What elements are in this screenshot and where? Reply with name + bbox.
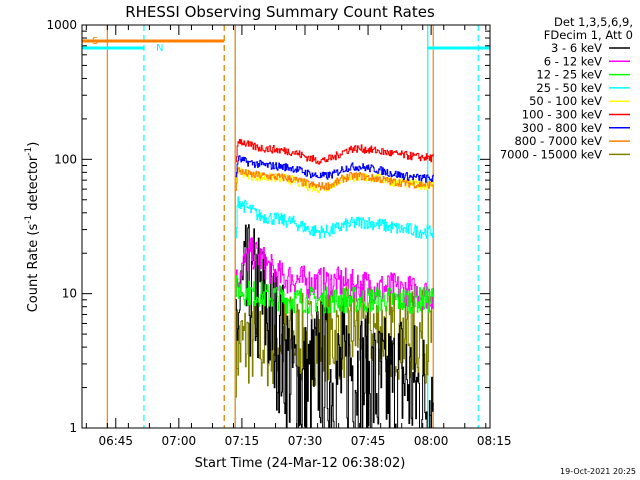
legend-label-6: 300 - 800 keV xyxy=(522,121,602,135)
legend-label-8: 7000 - 15000 keV xyxy=(500,147,602,161)
legend-label-0: 3 - 6 keV xyxy=(551,41,602,55)
observing-markers: SN xyxy=(82,25,490,428)
y-axis-label-sup1: -1 xyxy=(24,215,34,224)
legend-label-4: 50 - 100 keV xyxy=(529,94,602,108)
y-tick-label-3: 1000 xyxy=(46,18,77,32)
legend-label-7: 800 - 7000 keV xyxy=(514,134,602,148)
saa-label: S xyxy=(92,36,98,47)
series-50-100kev xyxy=(235,166,434,194)
y-axis-label-sup2: -1 xyxy=(24,147,34,156)
y-axis-label-part1: Count Rate (s xyxy=(26,224,41,313)
x-tick-label-2: 07:15 xyxy=(225,434,260,448)
y-axis-label-part3: ) xyxy=(26,142,41,147)
legend-label-2: 12 - 25 keV xyxy=(536,68,602,82)
series-25-50kev xyxy=(235,196,434,239)
legend-label-5: 100 - 300 keV xyxy=(522,108,602,122)
y-tick-label-0: 1 xyxy=(69,421,77,435)
night-label: N xyxy=(156,43,163,54)
legend-header-line-1: Det 1,3,5,6,9, xyxy=(554,15,633,29)
y-axis-label: Count Rate (s-1 detector-1) xyxy=(24,142,41,313)
series-800-7000kev xyxy=(235,167,434,191)
legend-label-3: 25 - 50 keV xyxy=(536,81,602,95)
series-12-25kev xyxy=(235,275,434,314)
y-axis-label-part2: detector xyxy=(26,155,41,215)
series-layer xyxy=(235,138,434,429)
series-3-6kev xyxy=(235,224,434,429)
series-300-800kev xyxy=(235,155,434,183)
legend-header-line-2: FDecim 1, Att 0 xyxy=(544,28,633,42)
x-tick-label-0: 06:45 xyxy=(98,434,133,448)
series-6-12kev xyxy=(235,237,434,310)
x-tick-label-3: 07:30 xyxy=(288,434,323,448)
plot-frame xyxy=(81,24,491,429)
x-tick-label-4: 07:45 xyxy=(351,434,386,448)
x-axis-label: Start Time (24-Mar-12 06:38:02) xyxy=(195,456,406,471)
series-100-300kev xyxy=(235,138,434,165)
y-tick-label-1: 10 xyxy=(62,287,77,301)
footer-date: 19-Oct-2021 20:25 xyxy=(560,467,636,476)
chart-title: RHESSI Observing Summary Count Rates xyxy=(125,3,435,21)
x-tick-label-1: 07:00 xyxy=(162,434,197,448)
legend: Det 1,3,5,6,9, FDecim 1, Att 0 3 - 6 keV… xyxy=(500,15,633,161)
x-tick-label-6: 08:15 xyxy=(477,434,512,448)
y-tick-label-2: 100 xyxy=(54,152,77,166)
legend-label-1: 6 - 12 keV xyxy=(544,54,602,68)
axes-layer: 1 10 100 1000 06:45 07:00 07:15 07:30 07:45 08:00… xyxy=(46,18,511,448)
x-tick-label-5: 08:00 xyxy=(414,434,449,448)
